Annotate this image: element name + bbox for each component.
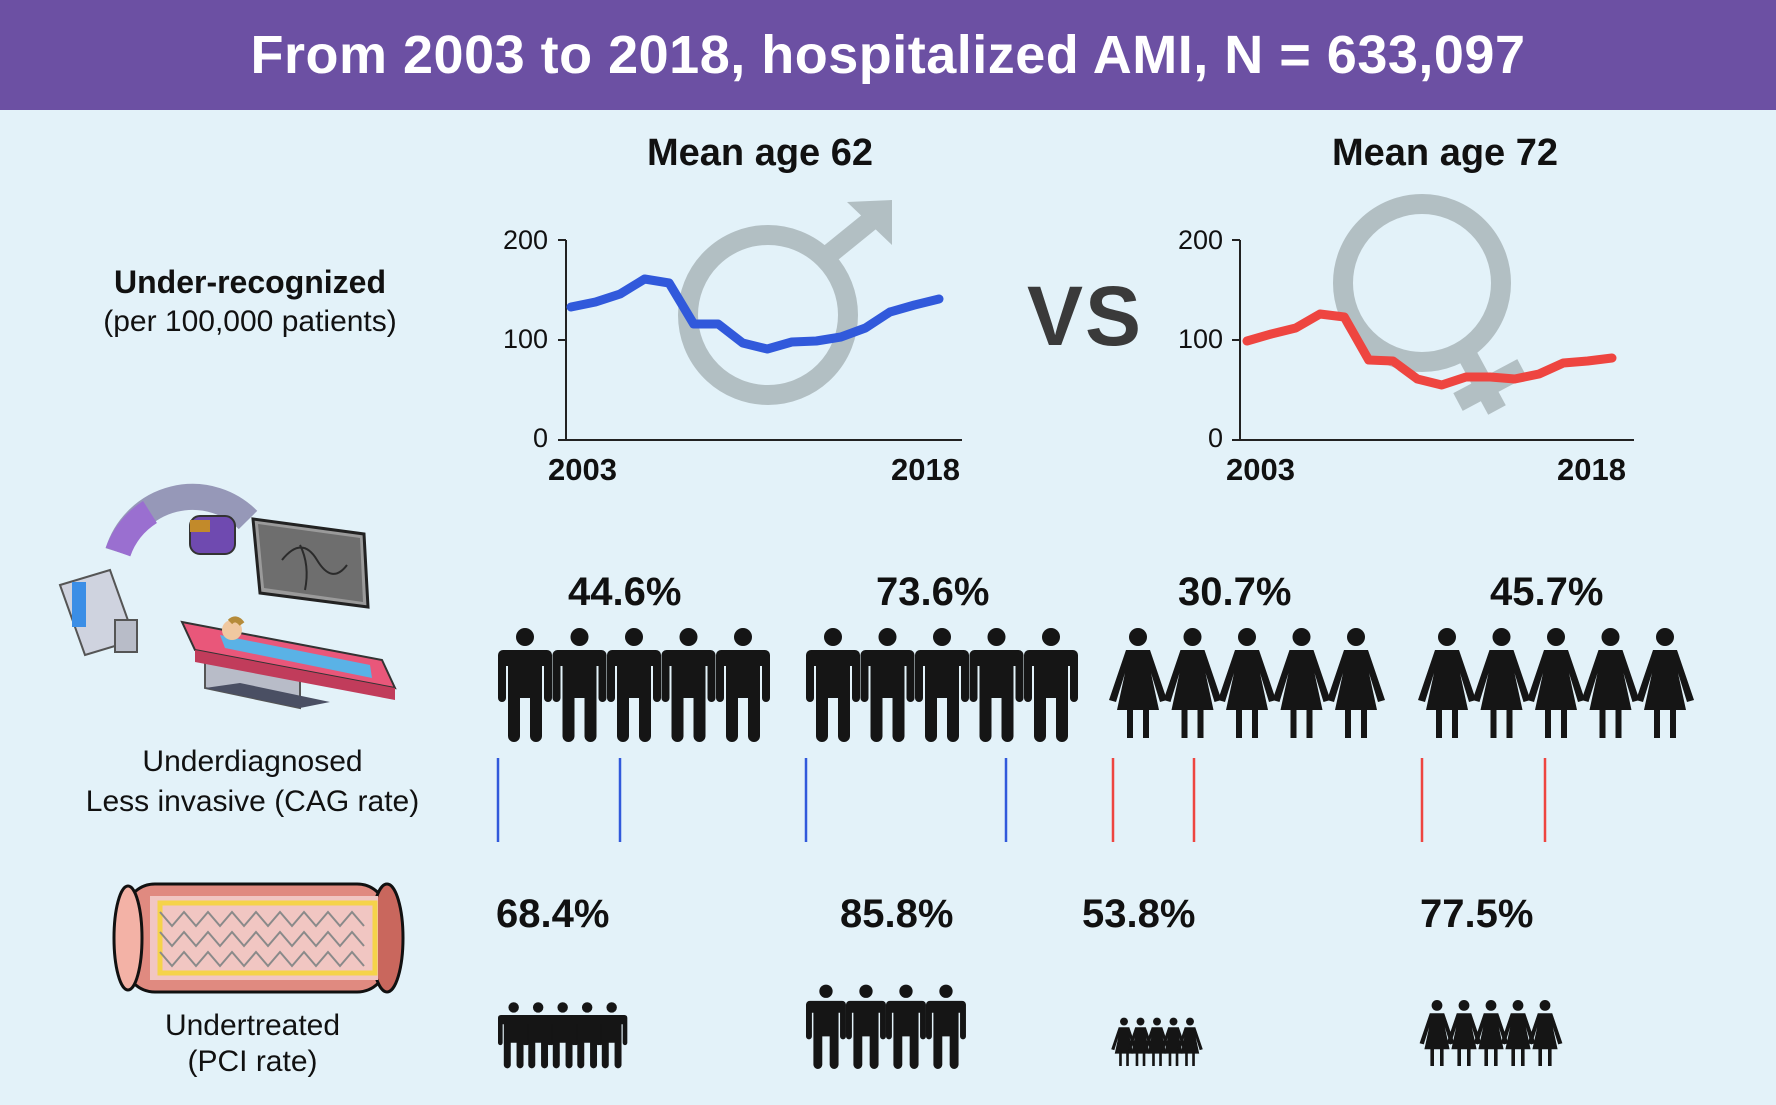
- pci-rate-label-4: 77.5%: [1420, 892, 1534, 936]
- cag-group-3: [1109, 628, 1385, 738]
- pci-rate-label-2: 85.8%: [840, 892, 954, 936]
- pci-group-4-person-icon: [1446, 1000, 1482, 1066]
- male-ytick-100: 100: [502, 324, 548, 354]
- male-chart-axes: [558, 239, 962, 441]
- cag-group-1-person-icon: [498, 628, 552, 742]
- underdiagnosed-label: Underdiagnosed Less invasive (CAG rate): [85, 745, 420, 818]
- female-chart-title: Mean age 72: [1332, 132, 1558, 174]
- female-chart-axes: [1232, 239, 1634, 441]
- cag-group-3-person-icon: [1327, 628, 1385, 738]
- pci-group-4-person-icon: [1527, 1000, 1563, 1066]
- cag-group-3-person-icon: [1272, 628, 1331, 738]
- cag-group-4-person-icon: [1581, 628, 1640, 738]
- cag-group-1-person-icon: [552, 628, 607, 742]
- pci-group-2-person-icon: [846, 984, 886, 1069]
- pci-group-2-person-icon: [926, 984, 966, 1069]
- female-ytick-0: 0: [1207, 423, 1223, 453]
- cag-group-1-person-icon: [661, 628, 716, 742]
- female-xtick-end: 2018: [1557, 452, 1626, 487]
- pci-group-2: [806, 984, 966, 1069]
- cag-rate-label-4: 45.7%: [1490, 570, 1604, 614]
- female-xtick-start: 2003: [1226, 452, 1295, 487]
- pci-group-3: [1111, 1017, 1203, 1066]
- cag-group-4-person-icon: [1527, 628, 1585, 738]
- cag-group-4-person-icon: [1636, 628, 1694, 738]
- cag-group-3-person-icon: [1109, 628, 1167, 738]
- vs-label: VS: [1026, 269, 1144, 363]
- male-chart-title: Mean age 62: [647, 132, 873, 174]
- cag-group-2-person-icon: [1024, 628, 1078, 742]
- pci-group-1: [498, 1002, 628, 1069]
- pci-rate-label-3: 53.8%: [1082, 892, 1196, 936]
- cag-rate-label-1: 44.6%: [568, 570, 682, 614]
- cag-group-3-person-icon: [1218, 628, 1276, 738]
- pci-group-4-person-icon: [1419, 1000, 1455, 1066]
- pci-rate-label-1: 68.4%: [496, 892, 610, 936]
- female-ytick-100: 100: [1177, 324, 1223, 354]
- pci-figure-groups: [498, 984, 1563, 1069]
- connector-lines: [496, 758, 1547, 842]
- male-ytick-200: 200: [502, 225, 548, 255]
- header-banner: From 2003 to 2018, hospitalized AMI, N =…: [0, 0, 1776, 110]
- female-series-line: [1242, 309, 1617, 390]
- male-ytick-0: 0: [532, 423, 548, 453]
- cag-group-4-person-icon: [1418, 628, 1476, 738]
- cag-group-1-person-icon: [716, 628, 770, 742]
- male-symbol-icon: [678, 200, 892, 405]
- cag-group-2-person-icon: [806, 628, 860, 742]
- cag-group-3-person-icon: [1163, 628, 1222, 738]
- cag-rate-label-2: 73.6%: [876, 570, 990, 614]
- undertreated-label: Undertreated (PCI rate): [164, 1009, 341, 1078]
- cag-group-2-person-icon: [969, 628, 1024, 742]
- cag-group-1-person-icon: [607, 628, 661, 742]
- female-ytick-200: 200: [1177, 225, 1223, 255]
- pci-group-3-person-icon: [1177, 1017, 1203, 1066]
- cath-lab-illustration: [58, 483, 397, 710]
- male-series-line: [566, 274, 944, 354]
- cag-group-2: [806, 628, 1078, 742]
- cag-figure-groups: [498, 628, 1694, 742]
- cag-group-2-person-icon: [915, 628, 969, 742]
- cag-group-2-person-icon: [860, 628, 915, 742]
- stent-vessel-illustration: [112, 882, 405, 994]
- pci-group-2-person-icon: [806, 984, 846, 1069]
- pci-group-4: [1419, 1000, 1563, 1066]
- pci-group-4-person-icon: [1500, 1000, 1536, 1066]
- pci-group-4-person-icon: [1473, 1000, 1509, 1066]
- pci-group-2-person-icon: [886, 984, 926, 1069]
- page-title: From 2003 to 2018, hospitalized AMI, N =…: [250, 25, 1526, 85]
- cag-rate-label-3: 30.7%: [1178, 570, 1292, 614]
- male-xtick-end: 2018: [891, 452, 960, 487]
- cag-group-4-person-icon: [1472, 628, 1531, 738]
- under-recognized-label: Under-recognized (per 100,000 patients): [103, 264, 397, 338]
- cag-group-4: [1418, 628, 1694, 738]
- cag-group-1: [498, 628, 770, 742]
- male-xtick-start: 2003: [548, 452, 617, 487]
